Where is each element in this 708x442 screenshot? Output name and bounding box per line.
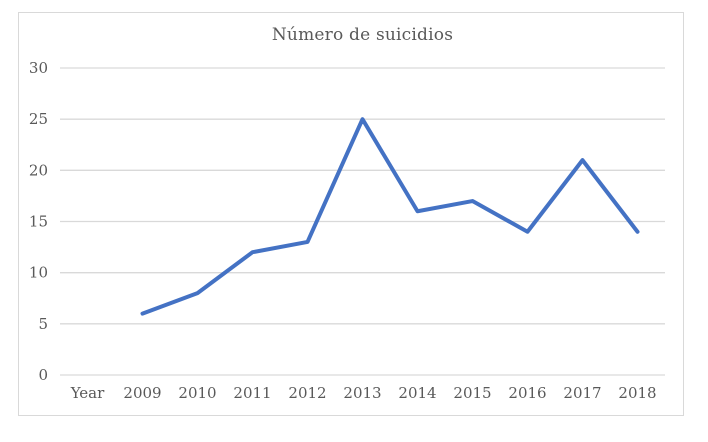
x-tick-label: 2010 xyxy=(178,384,216,402)
x-tick-label: 2018 xyxy=(618,384,656,402)
x-tick-label: 2017 xyxy=(563,384,601,402)
y-tick-label: 25 xyxy=(29,110,48,128)
y-tick-label: 5 xyxy=(38,315,48,333)
y-tick-label: 20 xyxy=(29,161,48,179)
x-tick-label: 2011 xyxy=(233,384,271,402)
x-tick-label: 2009 xyxy=(123,384,161,402)
x-tick-label: 2012 xyxy=(288,384,326,402)
data-line xyxy=(140,117,640,316)
x-tick-label: 2013 xyxy=(343,384,381,402)
y-tick-label: 0 xyxy=(38,366,48,384)
y-tick-label: 30 xyxy=(29,59,48,77)
x-tick-label: 2014 xyxy=(398,384,436,402)
x-tick-label: 2015 xyxy=(453,384,491,402)
chart-title: Número de suicidios xyxy=(271,25,454,45)
y-tick-label: 15 xyxy=(29,213,48,231)
y-tick-label: 10 xyxy=(29,264,48,282)
x-tick-label: 2016 xyxy=(508,384,546,402)
chart-border xyxy=(18,12,684,416)
x-tick-label: Year xyxy=(70,384,105,402)
